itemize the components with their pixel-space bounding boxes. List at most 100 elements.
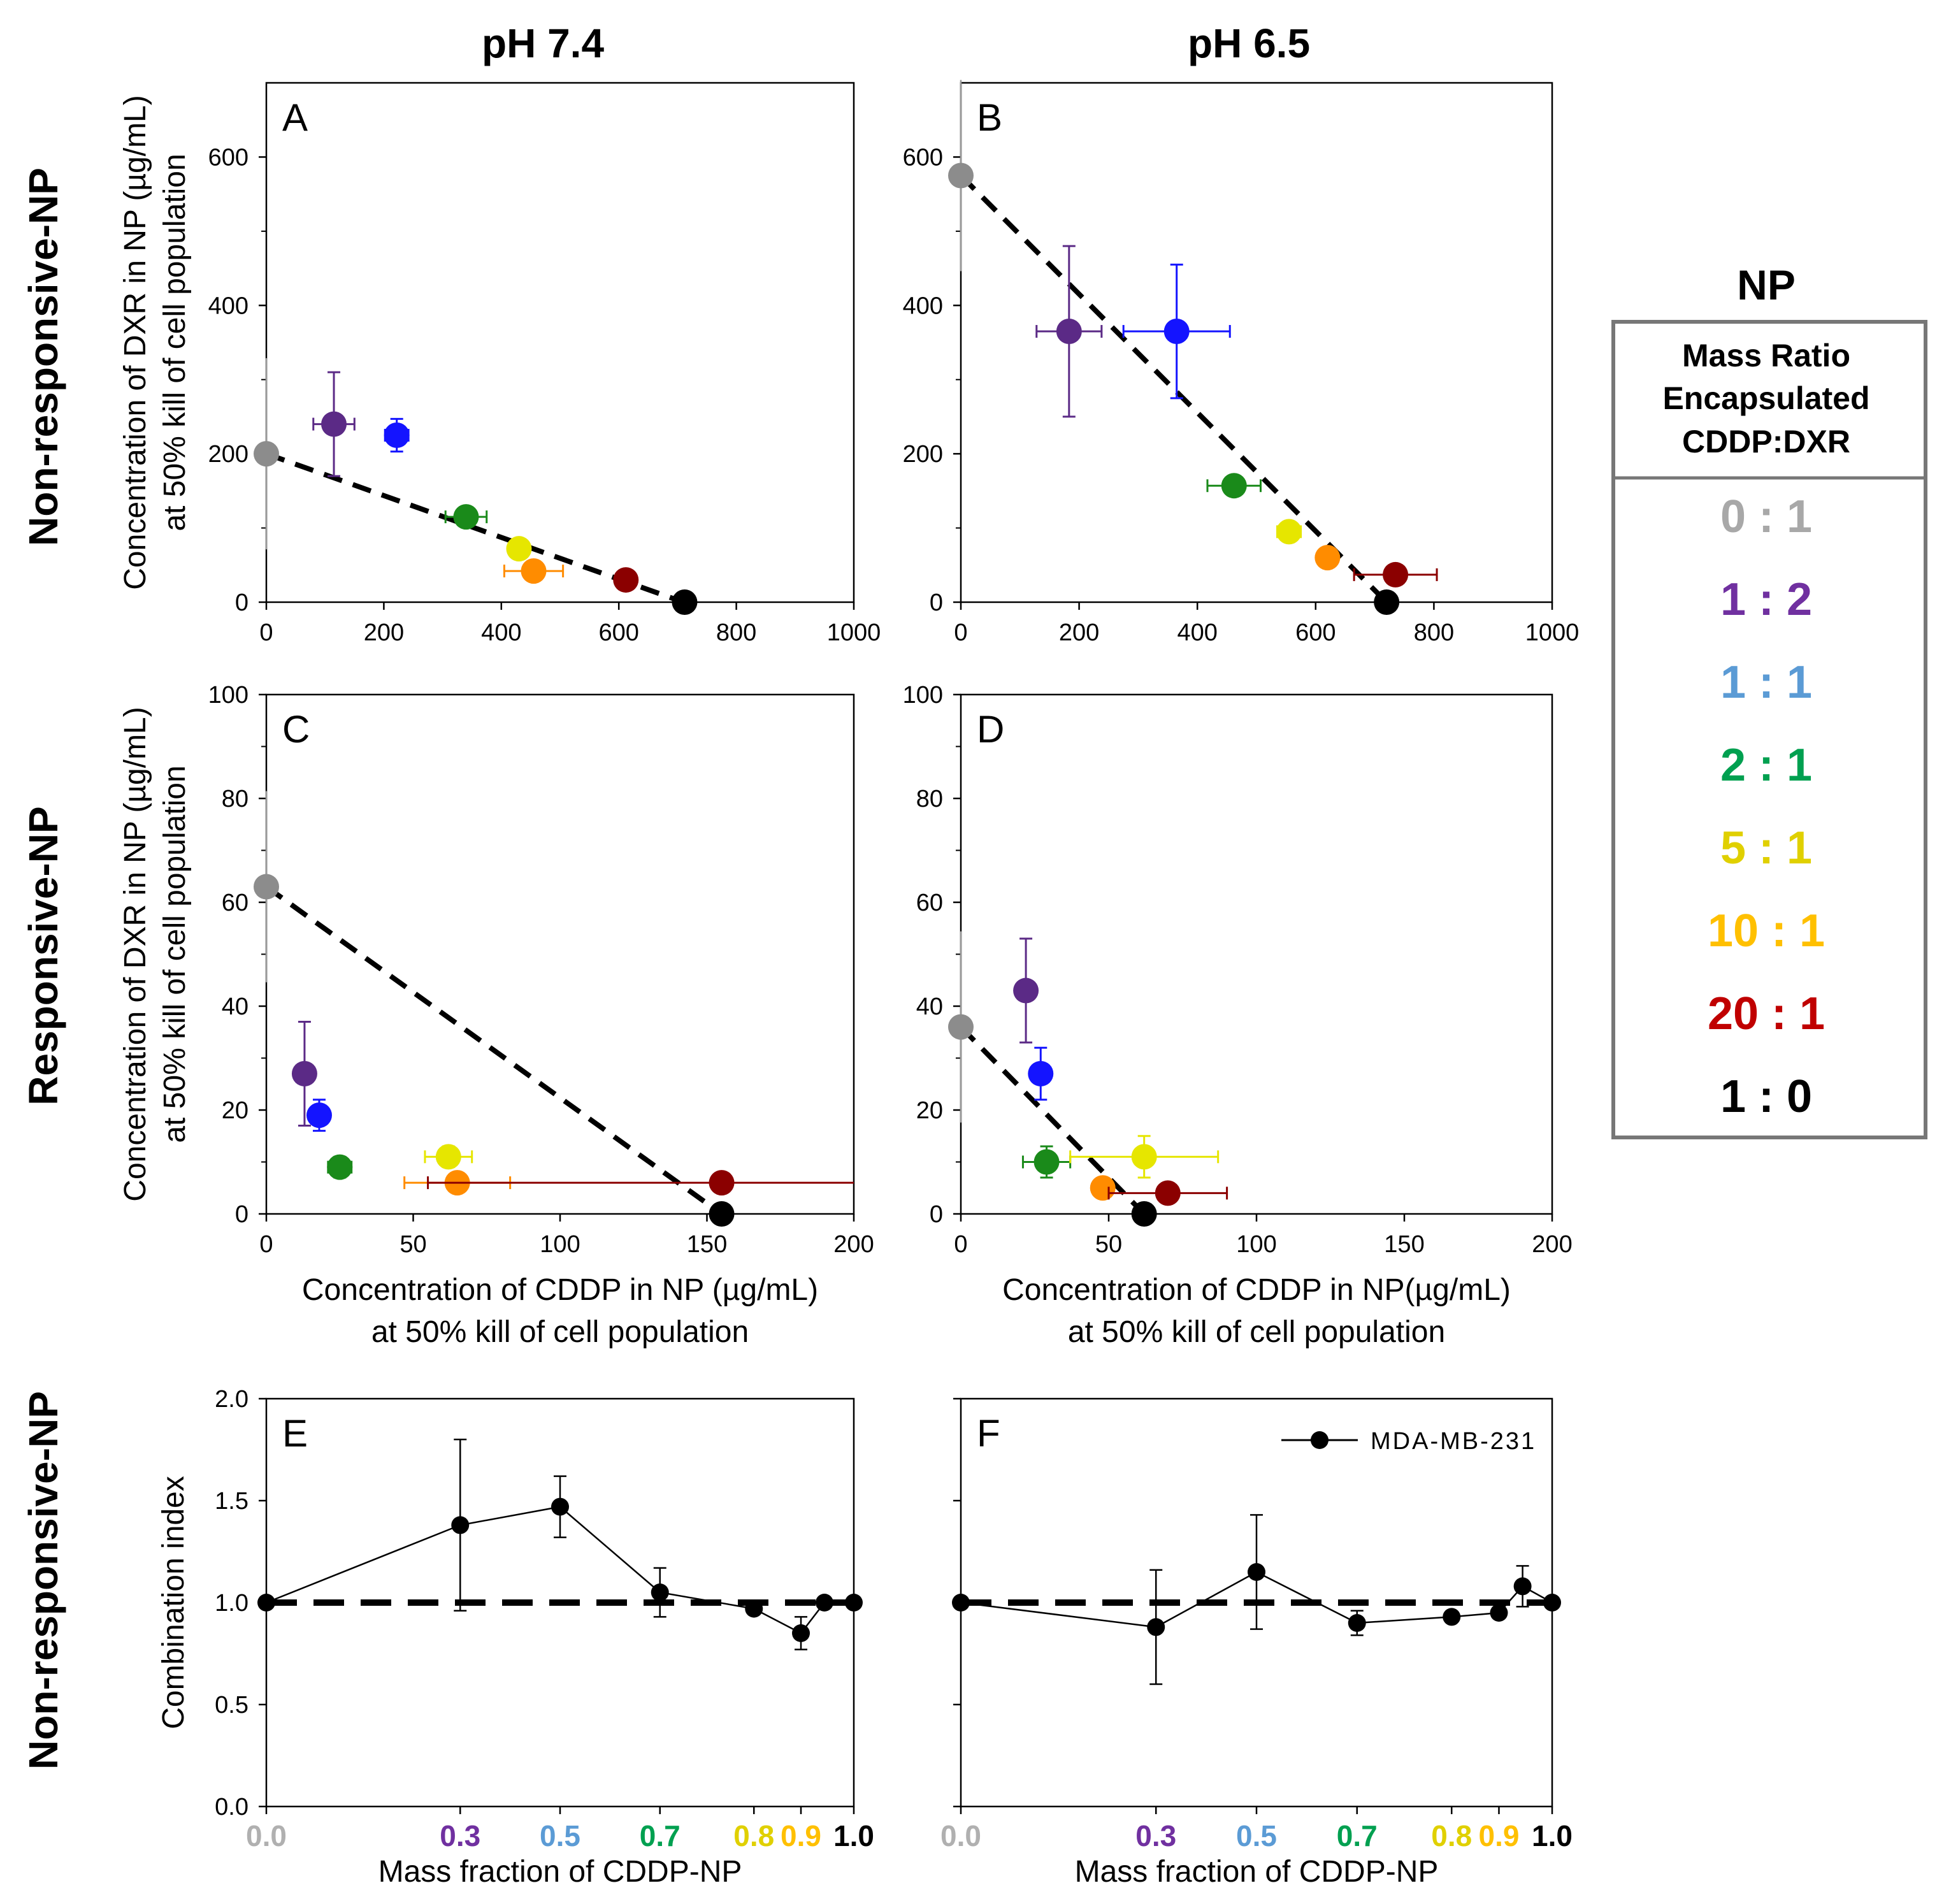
panel-d: D 0 20 40 60 80 100 0 50 100 150 200 Concentration o…	[903, 682, 1573, 1349]
x-tick-label: 800	[1414, 619, 1454, 646]
additive-isobole	[959, 173, 1388, 604]
data-point	[1443, 1608, 1461, 1626]
data-point-20:1	[1155, 1180, 1181, 1206]
data-point-5:1	[506, 536, 532, 562]
x-tick-label: 0.3	[440, 1819, 480, 1852]
x-tick-label: 400	[1177, 619, 1217, 646]
data-point-1:1	[1163, 319, 1190, 345]
y-axis-title-line: at 50% kill of cell population	[158, 154, 192, 531]
y-tick-label: 60	[916, 890, 943, 916]
row-label-middle: Responsive-NP	[20, 806, 66, 1105]
x-tick-label: 150	[1384, 1231, 1424, 1258]
panel-e: E 0.0 0.5 1.0 1.5 2.0 0.0 0.3 0.5 0.7 0.8 0.9 1.0 Com…	[157, 1386, 874, 1889]
ratio-legend: NP Mass Ratio Encapsulated CDDP:DXR 0 : …	[1611, 261, 1927, 1139]
legend-entry-label: 1 : 1	[1720, 657, 1812, 708]
panel-letter: B	[977, 96, 1002, 139]
data-point	[792, 1624, 810, 1642]
data-point	[815, 1594, 833, 1612]
data-point-1:0	[709, 1201, 735, 1227]
data-point-1:1	[384, 422, 410, 449]
y-tick-label: 2.0	[215, 1386, 248, 1413]
data-point-10:1	[521, 558, 547, 584]
x-tick-label: 600	[598, 619, 638, 646]
data-point-2:1	[453, 504, 479, 530]
data-point-5:1	[435, 1144, 461, 1170]
y-tick-label: 0.5	[215, 1692, 248, 1719]
additive-isobole	[264, 884, 723, 1216]
y-tick-label: 40	[916, 993, 943, 1020]
data-point-2:1	[327, 1154, 353, 1180]
x-tick-label: 0.7	[640, 1819, 680, 1852]
data-point-2:1	[1033, 1149, 1060, 1175]
x-tick-label: 400	[481, 619, 521, 646]
x-tick-label: 0.7	[1337, 1819, 1378, 1852]
data-point-20:1	[613, 567, 639, 593]
data-point	[551, 1497, 569, 1516]
legend-entry-label: 2 : 1	[1720, 740, 1812, 791]
data-point-10:1	[1314, 545, 1341, 571]
y-axis-title-line: Concentration of DXR in NP (µg/mL)	[119, 95, 152, 589]
x-tick-label: 0.9	[781, 1819, 821, 1852]
y-tick-label: 80	[222, 786, 248, 812]
data-point-1:0	[1131, 1201, 1157, 1227]
data-point	[1490, 1604, 1508, 1622]
legend-header-line-2: Encapsulated	[1662, 380, 1869, 416]
x-tick-label: 0.9	[1479, 1819, 1520, 1852]
y-tick-label: 600	[208, 144, 248, 171]
panel-c: C 0 20 40 60 80 100 0 50 100 150 200 Concentration o…	[119, 682, 874, 1349]
legend-entry-label: 0 : 1	[1720, 491, 1812, 542]
legend-header-line-3: CDDP:DXR	[1682, 424, 1850, 459]
y-tick-label: 600	[903, 144, 943, 171]
y-tick-label: 400	[903, 292, 943, 319]
x-tick-label: 0.5	[1236, 1819, 1277, 1852]
panel-b: B 0 200 400 600 0 200 400 600 800 1000	[903, 80, 1580, 646]
y-tick-label: 40	[222, 993, 248, 1020]
x-tick-label: 200	[1059, 619, 1099, 646]
x-tick-label: 200	[364, 619, 404, 646]
panel-letter: E	[282, 1412, 308, 1455]
data-point-1:2	[1056, 319, 1082, 345]
data-point	[257, 1594, 275, 1612]
x-tick-label: 150	[687, 1231, 727, 1258]
y-tick-label: 100	[208, 682, 248, 709]
x-tick-label: 100	[540, 1231, 580, 1258]
data-point	[1513, 1577, 1532, 1596]
x-tick-label: 0	[954, 619, 967, 646]
data-point-5:1	[1276, 519, 1302, 545]
x-axis-title-line: Mass fraction of CDDP-NP	[1075, 1855, 1439, 1889]
x-tick-label: 1000	[1525, 619, 1580, 646]
y-tick-label: 0.0	[215, 1794, 248, 1821]
y-tick-label: 1.5	[215, 1488, 248, 1515]
y-tick-label: 400	[208, 292, 248, 319]
data-point	[1147, 1618, 1165, 1636]
x-tick-label: 0.0	[940, 1819, 981, 1852]
data-point	[745, 1599, 763, 1618]
plot-frame	[960, 693, 1553, 1215]
legend-marker	[1311, 1431, 1329, 1449]
panel-letter: C	[282, 708, 310, 751]
data-point-0:1	[948, 162, 974, 189]
data-point-1:2	[321, 411, 347, 437]
panel-letter: D	[977, 708, 1004, 751]
x-axis-title-line: at 50% kill of cell population	[371, 1315, 749, 1349]
x-tick-label: 200	[833, 1231, 874, 1258]
y-axis-title-line: at 50% kill of cell population	[158, 765, 192, 1143]
x-tick-label: 1.0	[1532, 1819, 1573, 1852]
data-point-2:1	[1221, 473, 1247, 499]
legend-entry-label: 1 : 2	[1720, 574, 1812, 625]
legend-box	[1611, 320, 1927, 1139]
panel-f: F 0.0 0.3 0.5 0.7 0.8 0.9 1.0 Mass fraction of C…	[940, 1397, 1573, 1889]
column-header-ph65: pH 6.5	[1188, 20, 1310, 66]
x-tick-label: 0.0	[246, 1819, 287, 1852]
plot-frame	[265, 82, 855, 603]
data-point	[651, 1583, 669, 1601]
x-tick-label: 50	[400, 1231, 426, 1258]
legend-entry-label: 10 : 1	[1708, 905, 1825, 956]
data-point-20:1	[709, 1170, 735, 1196]
panel-a: A 0 200 400 600 0 200 400 600 800 1000 Concentratio…	[119, 82, 881, 646]
x-tick-label: 0	[259, 1231, 273, 1258]
plot-frame	[265, 693, 855, 1215]
data-point-1:2	[1013, 977, 1039, 1004]
data-point-0:1	[254, 874, 279, 900]
